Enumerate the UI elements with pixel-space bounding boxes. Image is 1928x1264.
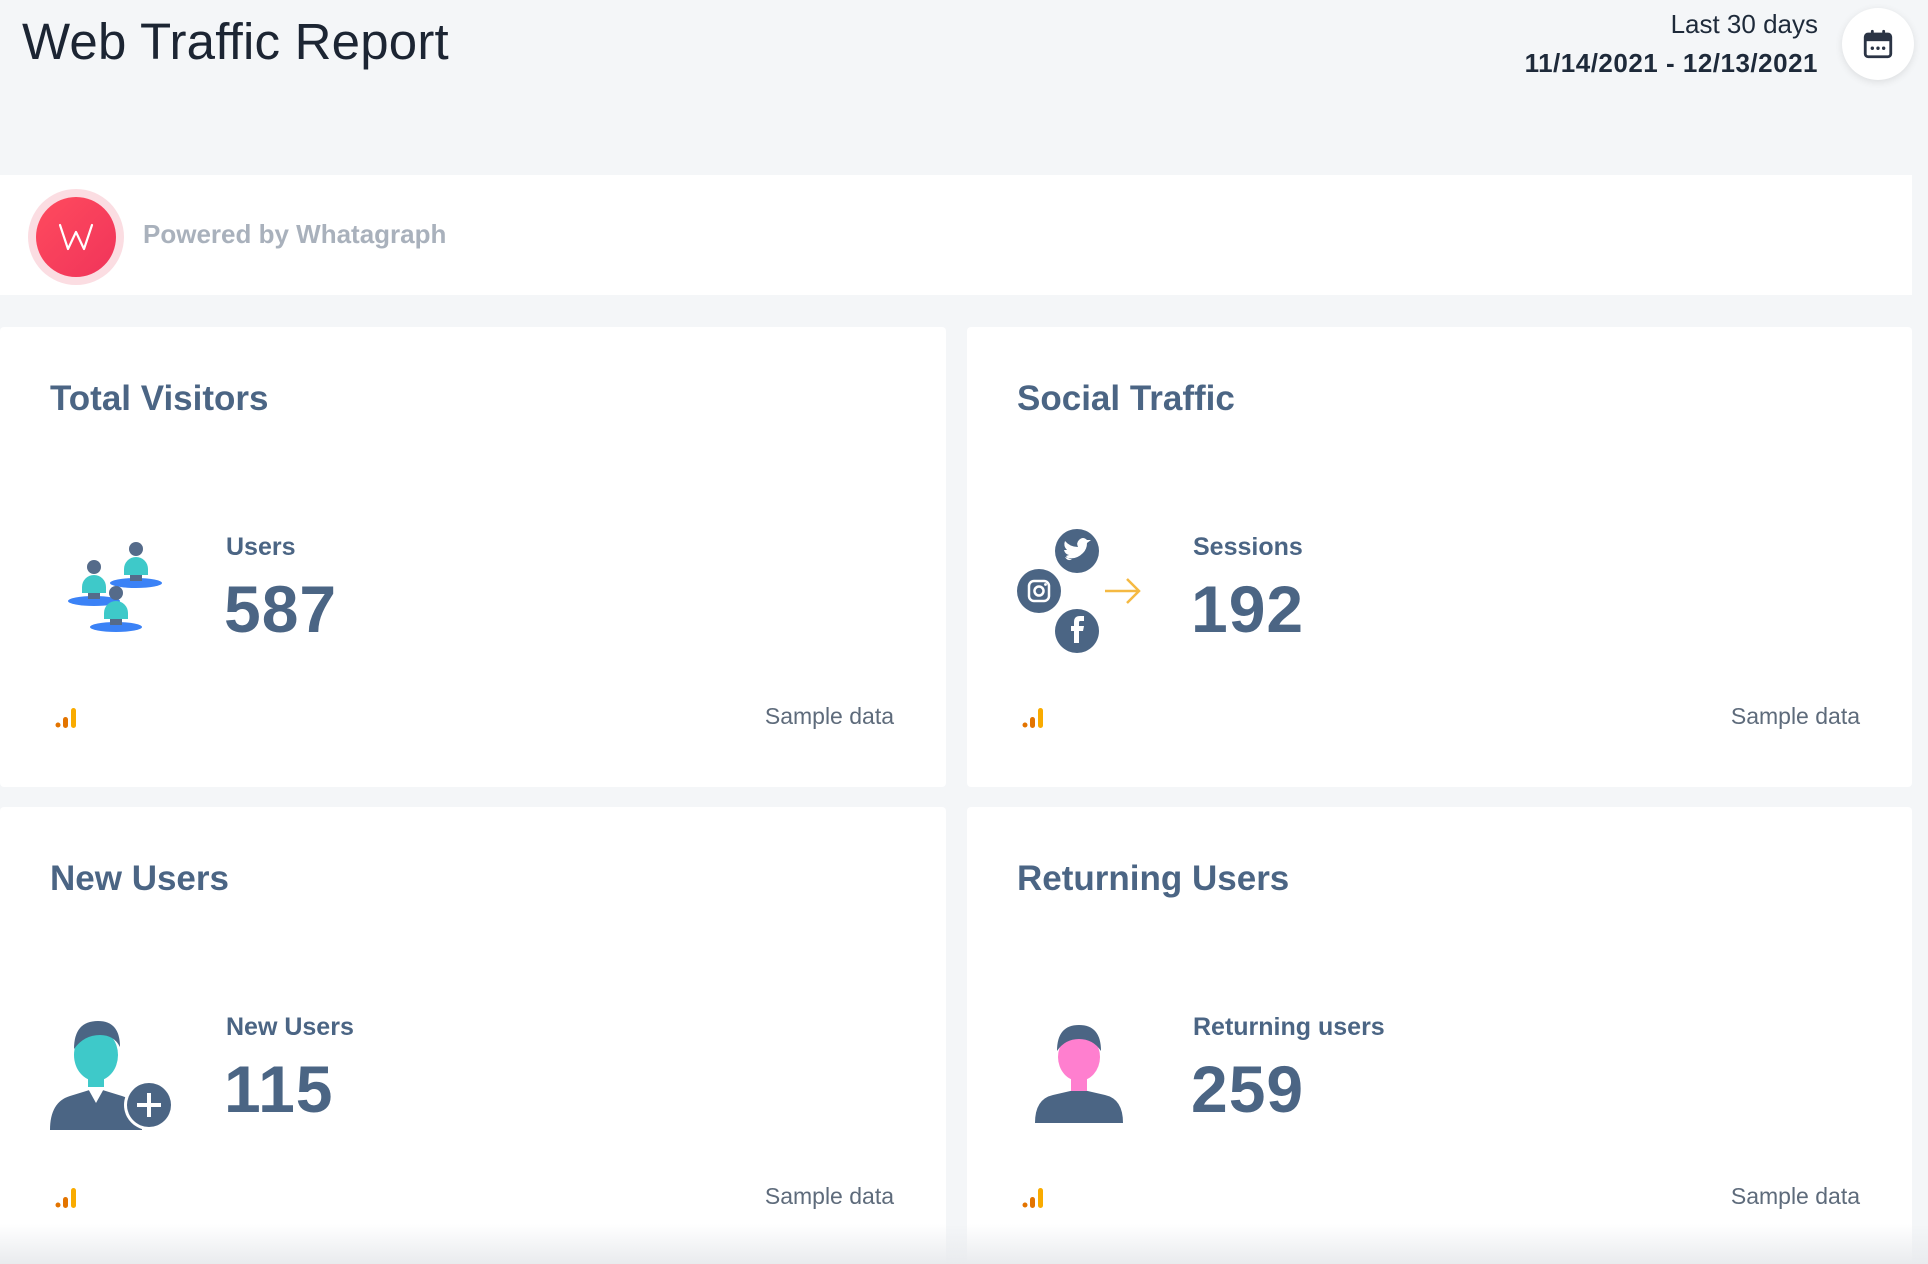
card-returning-users: Returning Users Returning users 259 Samp… [967,807,1912,1264]
date-range-picker[interactable]: Last 30 days 11/14/2021 - 12/13/2021 [1525,10,1818,79]
google-analytics-icon [1022,1188,1043,1208]
card-new-users: New Users New Users 115 Sample data [0,807,946,1264]
metric-label: Sessions [1193,533,1303,561]
metric-label: New Users [226,1013,354,1041]
calendar-icon [1863,29,1893,59]
sample-data-label: Sample data [1730,1183,1860,1209]
metric-label: Users [226,533,296,561]
returning-user-icon [1035,1025,1123,1123]
google-analytics-icon [55,708,76,728]
sample-data-label: Sample data [764,703,894,729]
social-networks-icon [1017,529,1141,653]
card-title: Returning Users [1017,859,1290,898]
card-title: Social Traffic [1017,379,1235,418]
metric-value: 192 [1191,572,1305,646]
google-analytics-icon [55,1188,76,1208]
powered-by-bar: Powered by Whatagraph [0,175,1912,295]
sample-data-label: Sample data [764,1183,894,1209]
whatagraph-logo[interactable] [28,189,124,285]
card-total-visitors: Total Visitors Users 587 Sample data [0,327,946,787]
card-title: New Users [50,859,229,898]
sample-data-label: Sample data [1730,703,1860,729]
metric-value: 587 [224,572,338,646]
date-range: 11/14/2021 - 12/13/2021 [1524,48,1818,78]
card-title: Total Visitors [50,379,269,418]
whatagraph-w-icon [58,223,94,251]
calendar-button[interactable] [1842,8,1914,80]
bottom-fade [0,1224,1928,1264]
metric-value: 259 [1191,1052,1305,1126]
powered-by-text: Powered by Whatagraph [143,219,447,249]
card-social-traffic: Social Traffic Sessions 192 Sample data [967,327,1912,787]
metric-value: 115 [224,1052,334,1126]
metric-label: Returning users [1193,1013,1385,1041]
report-title: Web Traffic Report [22,13,449,70]
whatagraph-logo-mark [36,197,116,277]
google-analytics-icon [1022,708,1043,728]
users-group-icon [68,542,162,632]
add-user-icon [50,1021,174,1130]
date-range-label: Last 30 days [1670,9,1818,39]
